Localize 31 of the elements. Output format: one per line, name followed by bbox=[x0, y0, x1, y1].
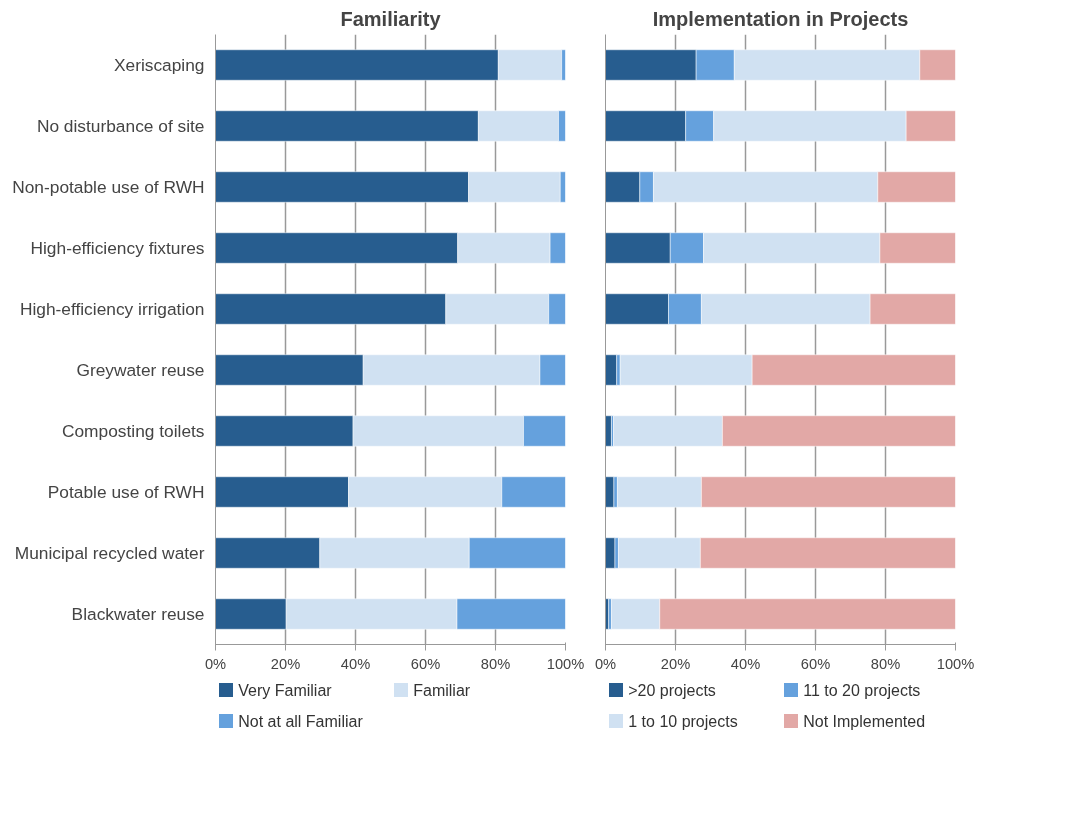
x-tick-label: 60% bbox=[800, 655, 831, 672]
y-tick-label: Xeriscaping bbox=[113, 55, 205, 75]
chart-title: Familiarity bbox=[340, 7, 442, 30]
x-tick-label: 0% bbox=[594, 655, 617, 672]
y-tick-label: High-efficiency fixtures bbox=[30, 238, 205, 258]
legend-label: Familiar bbox=[413, 681, 471, 699]
x-tick-label: 40% bbox=[730, 655, 761, 672]
y-tick-label: High-efficiency irrigation bbox=[19, 299, 205, 319]
legend-label: Not at all Familiar bbox=[238, 712, 364, 730]
x-tick-label: 60% bbox=[410, 655, 441, 672]
y-tick-label: No disturbance of site bbox=[36, 116, 205, 136]
legend-label: Not Implemented bbox=[803, 712, 926, 730]
y-tick-label: Composting toilets bbox=[61, 421, 205, 441]
x-tick-label: 80% bbox=[480, 655, 511, 672]
x-tick-label: 0% bbox=[204, 655, 227, 672]
legend-label: >20 projects bbox=[628, 681, 716, 699]
x-tick-label: 100% bbox=[546, 655, 585, 672]
y-tick-label: Blackwater reuse bbox=[71, 604, 205, 624]
y-tick-label: Greywater reuse bbox=[76, 360, 205, 380]
legend-label: Very Familiar bbox=[238, 681, 333, 699]
x-tick-label: 80% bbox=[870, 655, 901, 672]
x-tick-label: 40% bbox=[340, 655, 371, 672]
legend-label: 11 to 20 projects bbox=[803, 681, 921, 699]
y-tick-label: Municipal recycled water bbox=[14, 543, 205, 563]
chart-title: Implementation in Projects bbox=[652, 7, 909, 30]
y-tick-label: Non-potable use of RWH bbox=[12, 177, 205, 197]
x-tick-label: 20% bbox=[270, 655, 301, 672]
y-tick-label: Potable use of RWH bbox=[47, 482, 205, 502]
x-tick-label: 100% bbox=[936, 655, 975, 672]
x-tick-label: 20% bbox=[660, 655, 691, 672]
legend-label: 1 to 10 projects bbox=[628, 712, 738, 730]
